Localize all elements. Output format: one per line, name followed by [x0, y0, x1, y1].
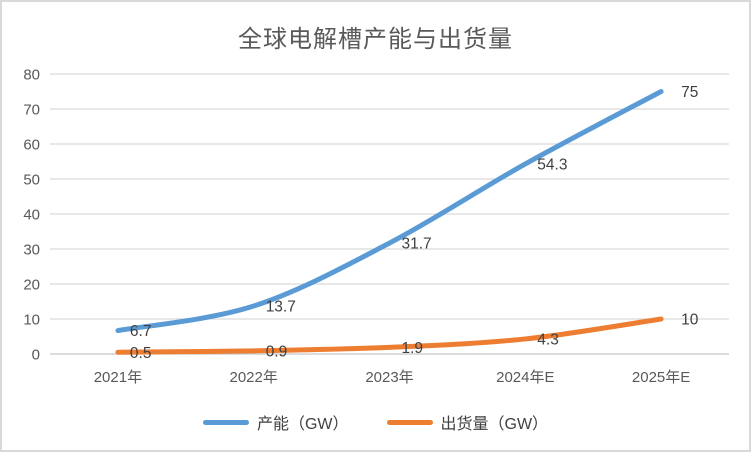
data-label: 4.3 [537, 331, 559, 348]
legend-item-shipment: 出货量（GW） [386, 410, 549, 434]
legend-label-capacity: 产能（GW） [256, 416, 349, 433]
data-label: 75 [681, 84, 698, 101]
y-tick-label: 30 [23, 242, 40, 259]
data-label: 0.5 [130, 345, 152, 362]
y-tick-label: 70 [23, 102, 40, 119]
x-tick-label: 2022年 [230, 369, 278, 386]
x-tick-label: 2024年E [496, 369, 554, 386]
plot-area: 0 10 20 30 40 50 60 70 80 2021年 2022年 2023年 2024年E 20… [23, 67, 729, 386]
y-tick-label: 20 [23, 277, 40, 294]
data-label: 1.9 [402, 340, 424, 357]
data-label: 10 [681, 312, 699, 329]
data-label: 54.3 [537, 156, 567, 173]
data-label: 0.9 [266, 343, 288, 360]
capacity-line-swatch-icon [202, 419, 249, 425]
legend: 产能（GW） 出货量（GW） [2, 410, 749, 434]
legend-label-shipment: 出货量（GW） [440, 416, 549, 433]
y-tick-label: 50 [23, 172, 40, 189]
data-label: 6.7 [130, 323, 152, 340]
y-tick-label: 80 [23, 67, 40, 84]
x-tick-label: 2025年E [632, 369, 690, 386]
y-tick-label: 60 [23, 137, 40, 154]
x-tick-label: 2023年 [365, 369, 413, 386]
series-line-capacity [115, 89, 664, 334]
data-label: 31.7 [402, 236, 432, 253]
series-line-shipment [115, 316, 664, 355]
x-tick-label: 2021年 [94, 369, 142, 386]
legend-item-capacity: 产能（GW） [202, 410, 349, 434]
y-tick-label: 40 [23, 207, 40, 224]
y-tick-label: 10 [23, 312, 40, 329]
y-tick-label: 0 [32, 347, 40, 364]
data-label: 13.7 [266, 299, 296, 316]
shipment-line-swatch-icon [386, 419, 433, 425]
chart-title: 全球电解槽产能与出货量 [238, 26, 513, 53]
